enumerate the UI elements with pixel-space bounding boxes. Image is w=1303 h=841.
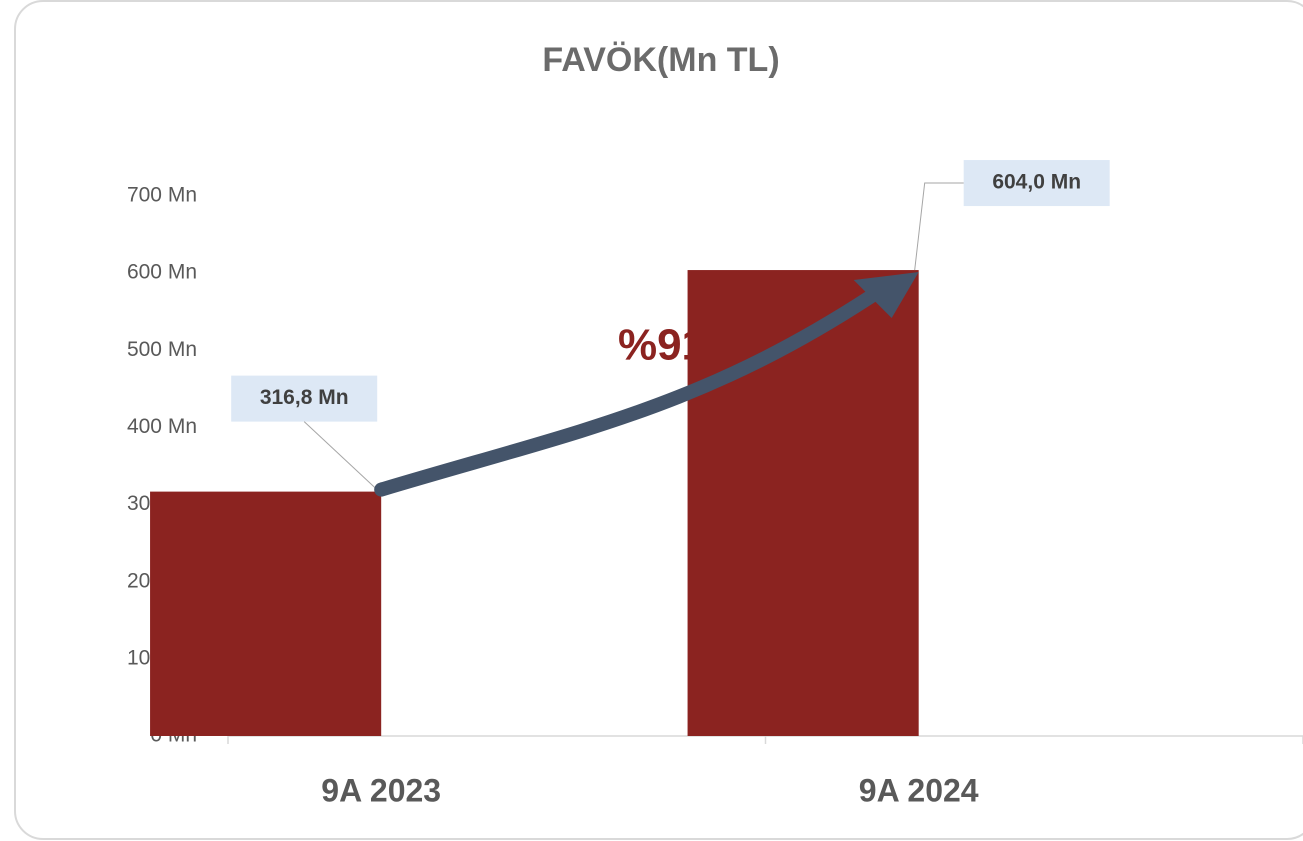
leader-line bbox=[303, 421, 380, 492]
x-tick-label: 9A 2023 bbox=[321, 772, 441, 808]
bar bbox=[687, 270, 919, 736]
chart-title: FAVÖK(Mn TL) bbox=[542, 41, 779, 79]
value-label-box bbox=[963, 160, 1110, 207]
y-tick-label: 700 Mn bbox=[127, 184, 197, 207]
x-tick-label: 9A 2024 bbox=[859, 772, 979, 808]
value-label: 316,8 Mn bbox=[260, 386, 349, 409]
y-tick-label: 400 Mn bbox=[127, 415, 197, 438]
value-label: 604,0 Mn bbox=[992, 171, 1081, 194]
trend-arrowhead bbox=[853, 272, 919, 319]
trend-arrow bbox=[374, 281, 891, 497]
y-tick-label: 600 Mn bbox=[127, 261, 197, 284]
y-tick-label: 500 Mn bbox=[127, 338, 197, 361]
leader-line bbox=[914, 182, 964, 271]
value-label-box bbox=[231, 375, 378, 422]
bar bbox=[150, 491, 382, 736]
